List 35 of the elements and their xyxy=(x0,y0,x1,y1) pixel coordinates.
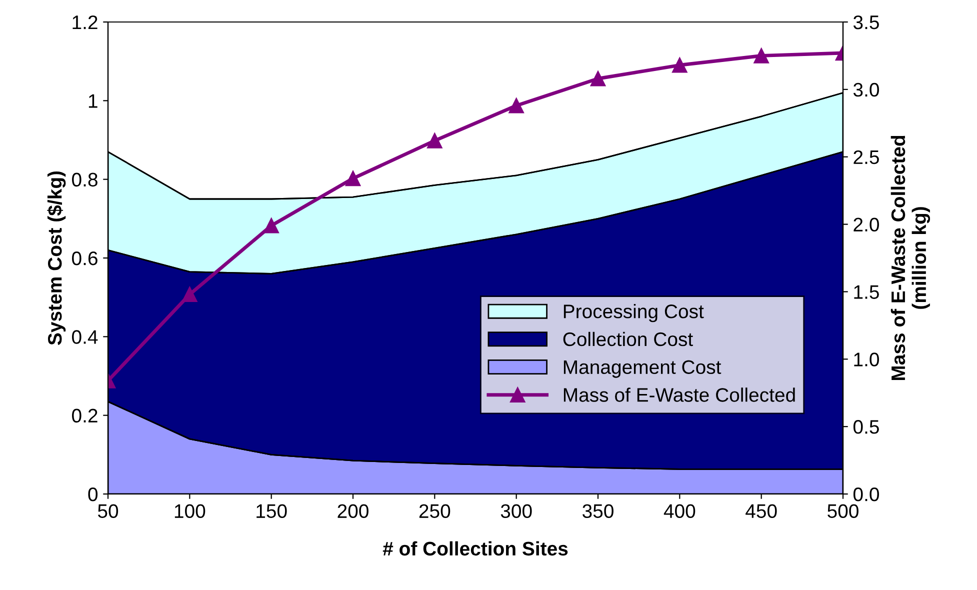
y2-tick-label: 2.5 xyxy=(854,150,879,164)
y-tick-label: 1 xyxy=(88,94,98,108)
x-tick-label: 500 xyxy=(828,504,858,518)
y2-tick-label: 1.0 xyxy=(854,352,879,366)
y-tick-label: 0.2 xyxy=(72,408,98,423)
y-tick-label: 1.2 xyxy=(72,15,98,30)
legend-label: Mass of E-Waste Collected xyxy=(564,388,795,402)
x-tick-label: 100 xyxy=(174,504,206,518)
x-tick-label: 300 xyxy=(500,504,532,518)
legend-label: Processing Cost xyxy=(564,304,704,322)
y-tick-label: 0.8 xyxy=(72,172,98,187)
x-tick-label: 250 xyxy=(419,504,450,518)
point xyxy=(754,48,769,64)
legend-label: Collection Cost xyxy=(563,332,693,346)
x-tick-label: 150 xyxy=(256,504,287,518)
x-axis-title: # of Collection Sites xyxy=(382,541,568,556)
y-tick-label: 0.4 xyxy=(72,330,98,344)
x-tick-label: 400 xyxy=(664,504,696,518)
y2-tick-label: 1.5 xyxy=(854,285,879,299)
x-tick-label: 200 xyxy=(338,504,368,518)
y-tick-label: 0.6 xyxy=(72,251,98,266)
y2-tick-label: 0.5 xyxy=(853,420,879,434)
point xyxy=(672,58,688,73)
y2-tick-label: 0.0 xyxy=(853,487,879,502)
y2-tick-label: 3.0 xyxy=(853,82,879,97)
legend-label: Management Cost xyxy=(564,360,722,378)
y2-tick-label: 3.5 xyxy=(853,15,879,30)
y-axis-title: System Cost ($/kg) xyxy=(47,171,66,345)
y-tick-label: 0 xyxy=(88,487,98,502)
y2-tick-label: 2.0 xyxy=(854,218,879,232)
x-tick-label: 50 xyxy=(98,504,118,518)
point xyxy=(590,71,606,86)
y2-axis-title: Mass of E-Waste Collected (million kg) xyxy=(890,136,930,380)
x-tick-label: 350 xyxy=(582,504,614,518)
x-tick-label: 450 xyxy=(746,504,777,518)
